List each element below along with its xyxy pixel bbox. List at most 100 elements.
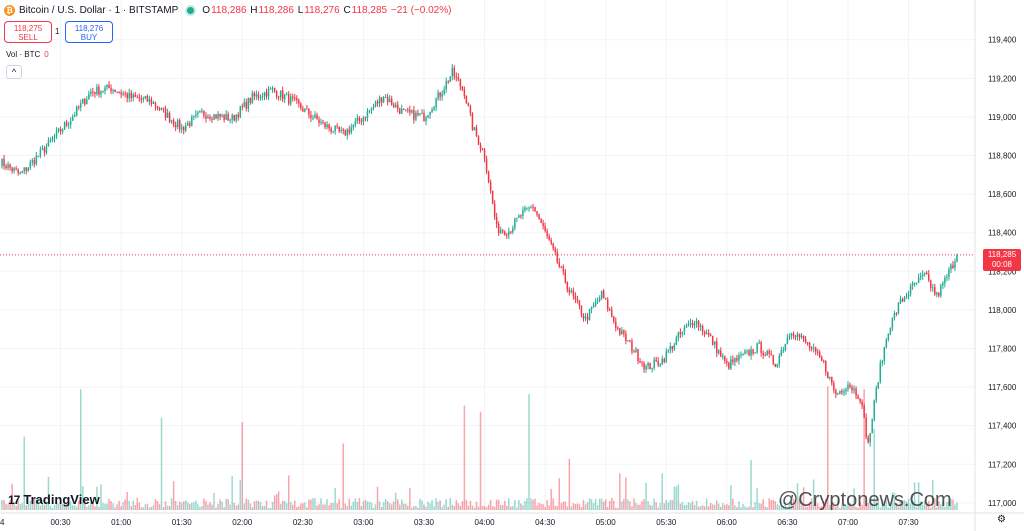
volume-bar — [77, 500, 80, 510]
candle-body — [59, 128, 62, 132]
volume-bar — [449, 498, 451, 510]
open-value: 118,286 — [211, 4, 247, 16]
candle-body — [786, 338, 789, 344]
candle-body — [855, 388, 857, 396]
volume-bar — [447, 506, 449, 510]
candle-body — [608, 309, 611, 311]
spread-value: 1 — [55, 27, 60, 36]
volume-bar — [257, 500, 260, 510]
buy-button[interactable]: 118,276 BUY — [65, 21, 113, 43]
volume-bar — [364, 499, 367, 510]
volume-bar — [818, 506, 821, 510]
volume-bar — [340, 507, 342, 510]
volume-label: Vol · BTC — [6, 50, 41, 59]
volume-bar — [722, 503, 724, 510]
volume-bar — [705, 498, 708, 510]
volume-bar — [114, 507, 116, 510]
candle-body — [501, 230, 504, 232]
collapse-legend-button[interactable]: ^ — [6, 65, 22, 79]
candle-body — [940, 285, 942, 296]
volume-bar — [681, 502, 684, 510]
x-tick-label: 01:30 — [172, 518, 193, 527]
candle-body — [520, 215, 522, 217]
candle-body — [35, 156, 38, 165]
candle-body — [382, 97, 385, 103]
volume-bar — [138, 502, 141, 510]
bar-countdown: 00:08 — [991, 260, 1013, 269]
sell-button[interactable]: 118,275 SELL — [4, 21, 52, 43]
candle-body — [322, 121, 324, 123]
candle-body — [310, 114, 312, 118]
symbol-title[interactable]: Bitcoin / U.S. Dollar · 1 · BITSTAMP — [19, 4, 179, 16]
volume-bar — [29, 500, 32, 510]
candle-body — [631, 340, 633, 352]
volume-bar — [1, 499, 3, 510]
volume-bar — [332, 503, 334, 510]
candle-body — [861, 401, 863, 406]
candle-body — [25, 167, 27, 171]
candle-body — [917, 277, 920, 283]
volume-bar — [720, 506, 722, 510]
candle-body — [825, 361, 827, 373]
candle-body — [677, 332, 680, 338]
candle-body — [19, 173, 21, 175]
candle-body — [13, 168, 15, 172]
y-tick-label: 117,000 — [988, 499, 1017, 508]
volume-bar — [37, 499, 40, 510]
candle-body — [71, 116, 74, 121]
volume-bar — [388, 503, 391, 510]
volume-bar — [392, 501, 395, 510]
buy-label: BUY — [80, 33, 98, 42]
candle-body — [320, 121, 322, 123]
candle-body — [802, 335, 805, 339]
volume-bar — [867, 502, 869, 510]
candle-body — [722, 356, 724, 358]
volume-bar — [893, 492, 896, 510]
candle-body — [219, 113, 221, 117]
candle-body — [788, 336, 791, 339]
candle-body — [554, 248, 556, 253]
candle-body — [350, 127, 353, 133]
candle-body — [7, 164, 9, 169]
volume-bar — [160, 417, 163, 510]
volume-bar — [219, 499, 221, 510]
candle-body — [859, 398, 861, 402]
candle-body — [877, 382, 880, 389]
settings-icon[interactable]: ⚙ — [997, 514, 1006, 525]
volume-bar — [386, 501, 389, 510]
volume-bar — [431, 500, 433, 510]
volume-bar — [938, 501, 940, 510]
candle-body — [875, 388, 877, 401]
candle-body — [814, 347, 817, 352]
candle-body — [619, 328, 621, 335]
candle-body — [138, 97, 141, 100]
volume-bar — [215, 507, 217, 510]
volume-bar — [316, 505, 318, 510]
candle-body — [49, 140, 52, 142]
y-tick-label: 117,600 — [988, 383, 1017, 392]
candle-body — [639, 361, 641, 363]
candle-body — [384, 97, 387, 99]
volume-bar — [726, 504, 728, 510]
volume-bar — [184, 500, 187, 510]
volume-bar — [461, 501, 464, 510]
candle-body — [287, 94, 290, 104]
candle-body — [536, 211, 538, 215]
volume-bar — [701, 505, 704, 510]
y-tick-label: 119,200 — [988, 74, 1017, 83]
volume-bar — [324, 504, 326, 510]
tradingview-logo[interactable]: 17 TradingView — [8, 492, 100, 507]
volume-bar — [665, 500, 668, 510]
volume-bar — [869, 501, 871, 510]
volume-bar — [913, 482, 916, 510]
volume-legend[interactable]: Vol · BTC 0 — [6, 50, 49, 59]
candle-body — [697, 320, 700, 328]
volume-bar — [865, 505, 867, 510]
volume-bar — [853, 488, 855, 510]
candle-body — [132, 94, 135, 99]
candle-body — [582, 315, 585, 319]
volume-bar — [790, 502, 793, 510]
volume-bar — [724, 504, 726, 510]
volume-bar — [49, 505, 52, 510]
